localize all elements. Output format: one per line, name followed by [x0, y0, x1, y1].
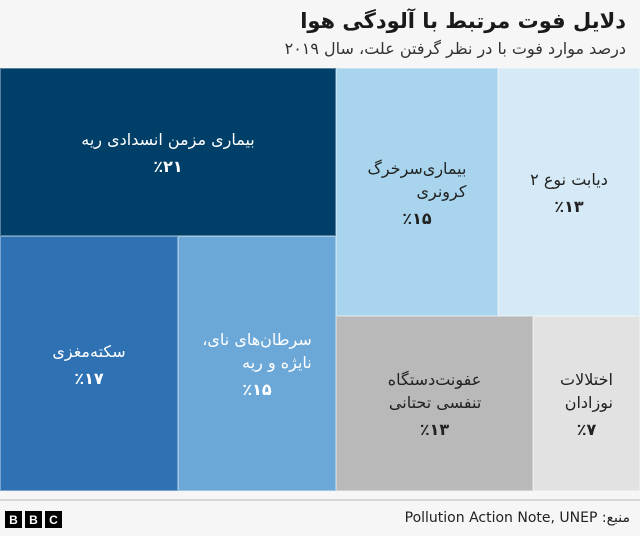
tile-diabetes: دیابت نوع ۲ ٪۱۳: [498, 68, 640, 316]
tile-label: اختلالات نوزادان: [560, 370, 613, 412]
bbc-logo-letter: B: [5, 511, 22, 528]
tile-label: سرطان‌های نای، نایژه و ریه: [202, 330, 312, 372]
bbc-logo: B B C: [5, 511, 62, 528]
tile-respiratory-infection: عفونت‌دستگاه تنفسی تحتانی ٪۱۳: [336, 316, 533, 491]
tile-copd: بیماری مزمن انسدادی ریه ٪۲۱: [0, 68, 336, 236]
tile-value: ٪۷: [576, 420, 597, 439]
tile-value: ٪۱۳: [554, 197, 584, 216]
tile-label: سکته‌مغزی: [52, 341, 126, 361]
tile-label: بیماری‌سرخرگ کرونری: [367, 158, 467, 201]
treemap: بیماری مزمن انسدادی ریه ٪۲۱ سکته‌مغزی ٪۱…: [0, 68, 640, 491]
bbc-logo-letter: B: [25, 511, 42, 528]
tile-value: ٪۱۳: [419, 420, 450, 439]
tile-label: عفونت‌دستگاه تنفسی تحتانی: [387, 370, 482, 412]
tile-label: دیابت نوع ۲: [530, 170, 608, 189]
chart-subtitle: درصد موارد فوت با در نظر گرفتن علت، سال …: [284, 39, 626, 58]
tile-lung-cancer: سرطان‌های نای، نایژه و ریه ٪۱۵: [178, 236, 336, 491]
chart-title: دلایل فوت مرتبط با آلودگی هوا: [300, 9, 626, 33]
tile-label: بیماری مزمن انسدادی ریه: [81, 130, 255, 149]
tile-value: ٪۱۵: [402, 208, 432, 228]
tile-neonatal: اختلالات نوزادان ٪۷: [533, 316, 640, 491]
tile-value: ٪۱۷: [74, 368, 104, 388]
chart-header: دلایل فوت مرتبط با آلودگی هوا درصد موارد…: [0, 0, 626, 60]
tile-coronary: بیماری‌سرخرگ کرونری ٪۱۵: [336, 68, 498, 316]
tile-value: ٪۱۵: [242, 380, 272, 399]
tile-value: ٪۲۱: [153, 157, 183, 176]
source-note: منبع: Pollution Action Note, UNEP: [404, 510, 630, 526]
bbc-logo-letter: C: [45, 511, 62, 528]
tile-stroke: سکته‌مغزی ٪۱۷: [0, 236, 178, 491]
footer-divider: [0, 499, 640, 501]
